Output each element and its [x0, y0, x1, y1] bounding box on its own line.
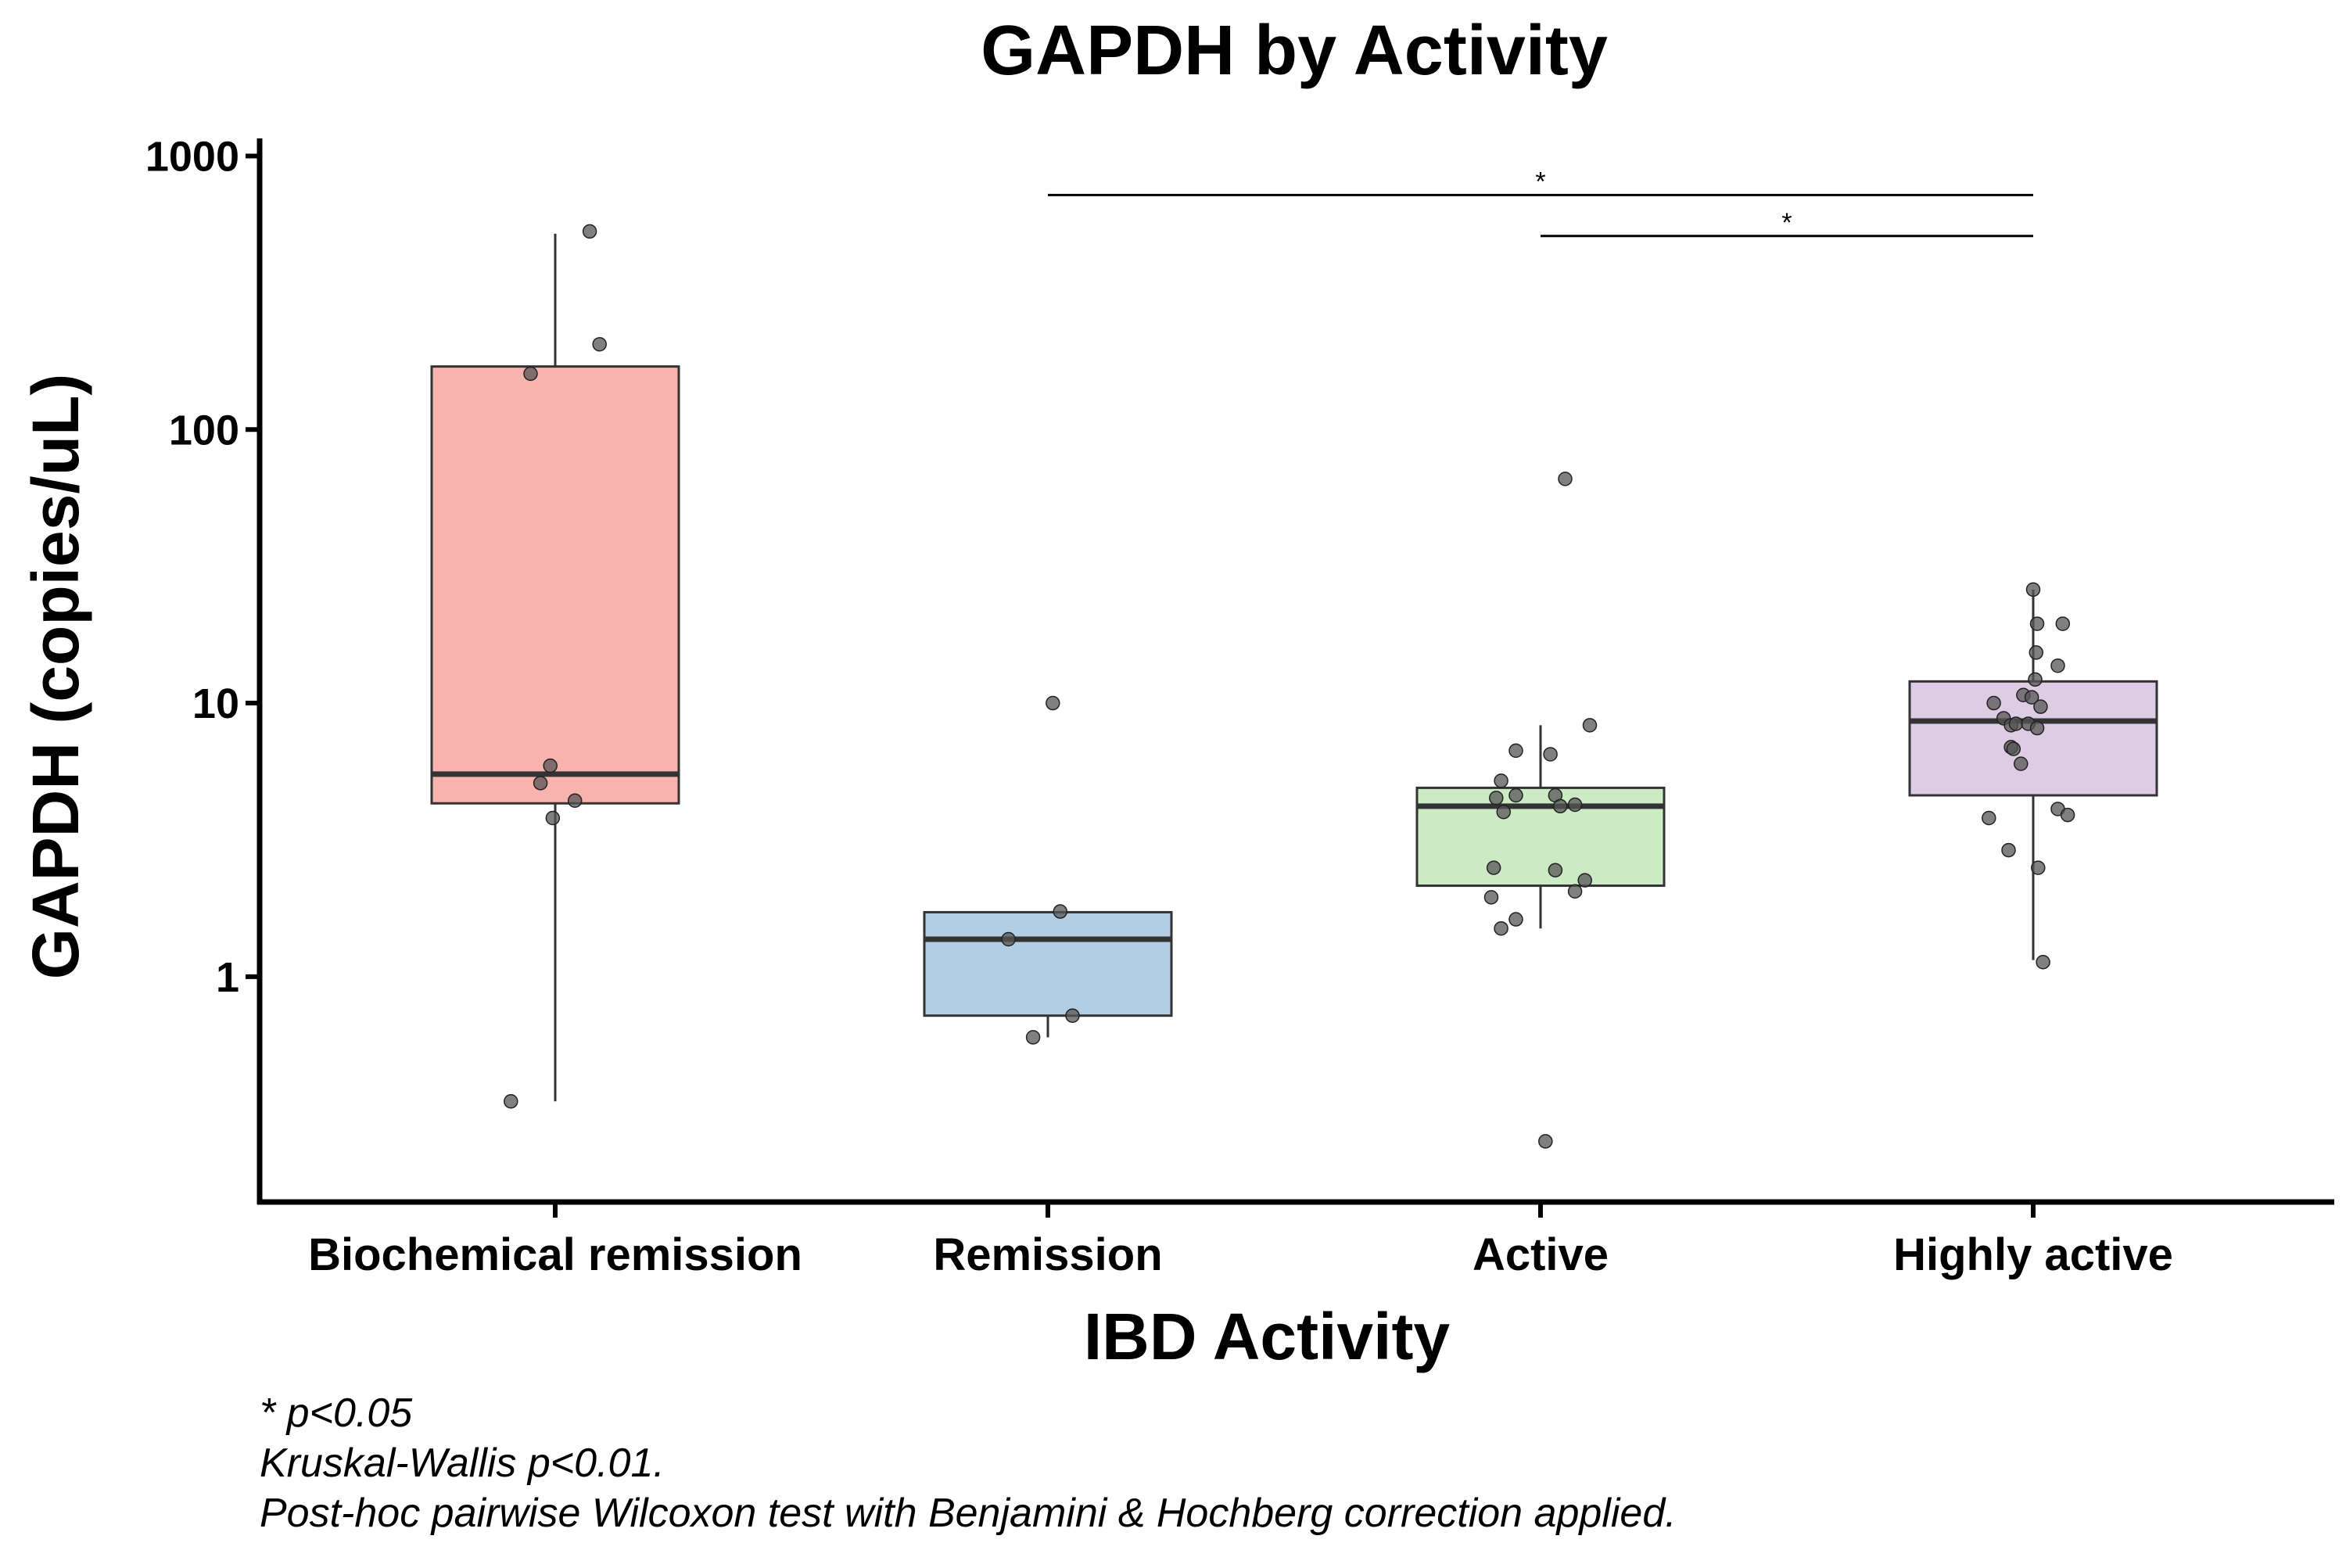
data-point [1582, 718, 1598, 733]
footnotes: * p<0.05 Kruskal-Wallis p<0.01. Post-hoc… [260, 1388, 1677, 1538]
significance-label: * [1781, 208, 1792, 238]
data-point [2014, 756, 2029, 771]
data-point [2025, 582, 2041, 597]
data-point [1025, 1030, 1041, 1045]
data-point [1548, 863, 1563, 877]
data-point [2006, 741, 2021, 756]
data-point [567, 793, 583, 808]
data-point [1496, 804, 1511, 820]
footnote-posthoc: Post-hoc pairwise Wilcoxon test with Ben… [260, 1491, 1677, 1536]
data-point [1558, 472, 1573, 486]
data-point [1543, 747, 1558, 762]
box-body [1415, 786, 1666, 888]
y-axis-title: GAPDH (copies/uL) [19, 374, 92, 980]
box-body [923, 910, 1173, 1017]
data-point [2024, 690, 2039, 705]
y-tick-label: 100 [169, 407, 239, 454]
footnote-significance: * p<0.05 [260, 1390, 413, 1436]
data-point [1046, 695, 1060, 711]
data-point [2031, 860, 2046, 875]
x-tick-label: Active [1473, 1229, 1609, 1280]
x-tick-label: Highly active [1893, 1229, 2173, 1280]
x-tick-label: Biochemical remission [308, 1229, 802, 1280]
box-2 [1415, 725, 1666, 929]
data-point [1494, 773, 1508, 788]
data-point [2029, 616, 2045, 631]
data-point [1053, 904, 1067, 919]
data-point [1538, 1134, 1553, 1149]
plot-area: 1 10 100 1000 Biochemical remission Remission… [145, 133, 2334, 1280]
box-3 [1908, 589, 2158, 960]
data-point [1508, 743, 1523, 759]
data-point [2029, 645, 2044, 660]
data-point [504, 1094, 518, 1109]
significance-label: * [1535, 167, 1545, 196]
data-point [2028, 672, 2043, 687]
footnote-kruskal-wallis: Kruskal-Wallis p<0.01. [260, 1441, 665, 1486]
data-point [2050, 658, 2065, 673]
data-point [1065, 1008, 1080, 1023]
data-point [1986, 695, 2001, 711]
data-point [1508, 912, 1523, 927]
data-point [592, 336, 607, 352]
data-point [2055, 616, 2071, 631]
data-point [2029, 720, 2045, 736]
data-point [2060, 807, 2075, 823]
data-point [1001, 931, 1016, 947]
data-point [545, 810, 561, 826]
data-point [533, 776, 548, 791]
data-point [1489, 791, 1504, 806]
chart-title: GAPDH by Activity [981, 12, 1608, 90]
data-point [1483, 890, 1499, 905]
data-point [1486, 860, 1501, 875]
data-point [1982, 810, 1996, 826]
data-point [1508, 788, 1523, 803]
data-point [2008, 716, 2024, 731]
data-point [543, 758, 558, 773]
box-0 [430, 233, 680, 1102]
data-point [1577, 873, 1592, 888]
data-point [1552, 798, 1568, 814]
data-point [523, 366, 538, 382]
box-body [430, 365, 680, 805]
data-point [1567, 884, 1583, 899]
y-tick-label: 1000 [145, 133, 239, 180]
data-point [2036, 954, 2050, 970]
data-points [504, 224, 2075, 1149]
x-axis-title: IBD Activity [1084, 1300, 1451, 1373]
y-tick-label: 10 [192, 680, 239, 727]
data-point [1494, 920, 1508, 936]
x-tick-label: Remission [933, 1229, 1162, 1280]
y-tick-label: 1 [216, 954, 239, 1001]
data-point [582, 224, 597, 239]
box-1 [923, 910, 1173, 1038]
data-point [2001, 842, 2016, 858]
data-point [2033, 699, 2048, 714]
data-point [1567, 797, 1583, 813]
